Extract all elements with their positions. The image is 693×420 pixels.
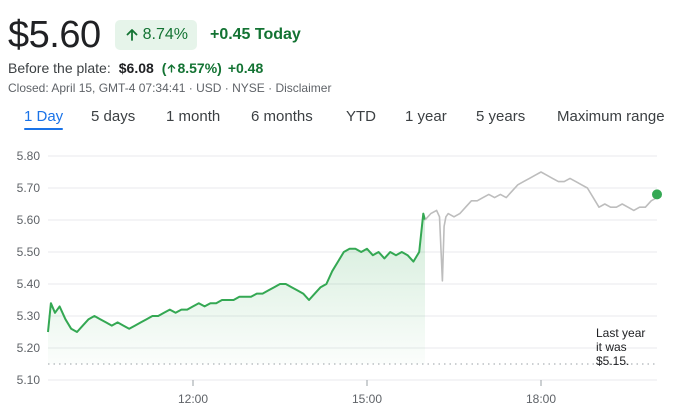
tab-ytd[interactable]: YTD <box>346 108 376 125</box>
y-tick-label: 5.20 <box>17 341 41 355</box>
series-line-regular <box>47 212 426 333</box>
premarket-percent: (8.57%) <box>162 60 222 76</box>
tab-5-days[interactable]: 5 days <box>91 108 136 125</box>
premarket-change: +0.48 <box>227 60 264 76</box>
arrow-up-icon <box>126 29 137 41</box>
premarket-line: Before the plate: $6.08 (8.57%) +0.48 <box>8 60 263 76</box>
change-percent: 8.74% <box>142 26 188 43</box>
y-tick-label: 5.50 <box>17 245 41 259</box>
premarket-pct-value: 8.57%) <box>177 60 222 76</box>
premarket-label: Before the plate: <box>8 60 111 76</box>
tab-5-years[interactable]: 5 years <box>476 108 526 125</box>
disclaimer-link[interactable]: Disclaimer <box>275 81 332 95</box>
previous-close-note: $5.15. <box>596 354 629 368</box>
previous-close-note: it was <box>596 340 627 354</box>
x-tick-label: 15:00 <box>352 392 382 406</box>
x-tick-label: 18:00 <box>526 392 556 406</box>
y-tick-label: 5.40 <box>17 277 41 291</box>
y-tick-label: 5.30 <box>17 309 41 323</box>
change-today: +0.45 Today <box>209 26 301 43</box>
tab-1-month[interactable]: 1 month <box>166 108 221 125</box>
series-line-after-hours <box>424 171 658 282</box>
tab-maximum-range[interactable]: Maximum range <box>557 108 665 125</box>
x-tick-label: 12:00 <box>178 392 208 406</box>
market-status: Closed: April 15, GMT-4 07:34:41 · USD ·… <box>8 81 331 95</box>
premarket-price: $6.08 <box>118 60 154 76</box>
current-price: $5.60 <box>8 14 101 56</box>
y-tick-label: 5.10 <box>17 373 41 387</box>
series-area-regular <box>48 213 425 364</box>
price-chart[interactable]: 5.80 5.70 5.60 5.50 5.40 5.30 5.20 5.10 12:00 15… <box>0 140 693 412</box>
y-tick-label: 5.80 <box>17 149 41 163</box>
tab-6-months[interactable]: 6 months <box>251 108 313 125</box>
market-status-text: Closed: April 15, GMT-4 07:34:41 · USD ·… <box>8 81 276 95</box>
previous-close-note: Last year <box>596 326 645 340</box>
quote-header: $5.60 8.74% +0.45 Today <box>8 13 301 57</box>
y-tick-label: 5.60 <box>17 213 41 227</box>
tab-1-day[interactable]: 1 Day <box>24 108 64 130</box>
y-tick-label: 5.70 <box>17 181 41 195</box>
tab-1-year[interactable]: 1 year <box>405 108 447 125</box>
arrow-up-icon <box>168 64 176 73</box>
range-tabs: 1 Day 5 days 1 month 6 months YTD 1 year… <box>0 108 693 132</box>
last-price-dot <box>652 189 662 200</box>
change-percent-badge: 8.74% <box>114 20 197 50</box>
premarket-pct-open: ( <box>161 60 167 76</box>
